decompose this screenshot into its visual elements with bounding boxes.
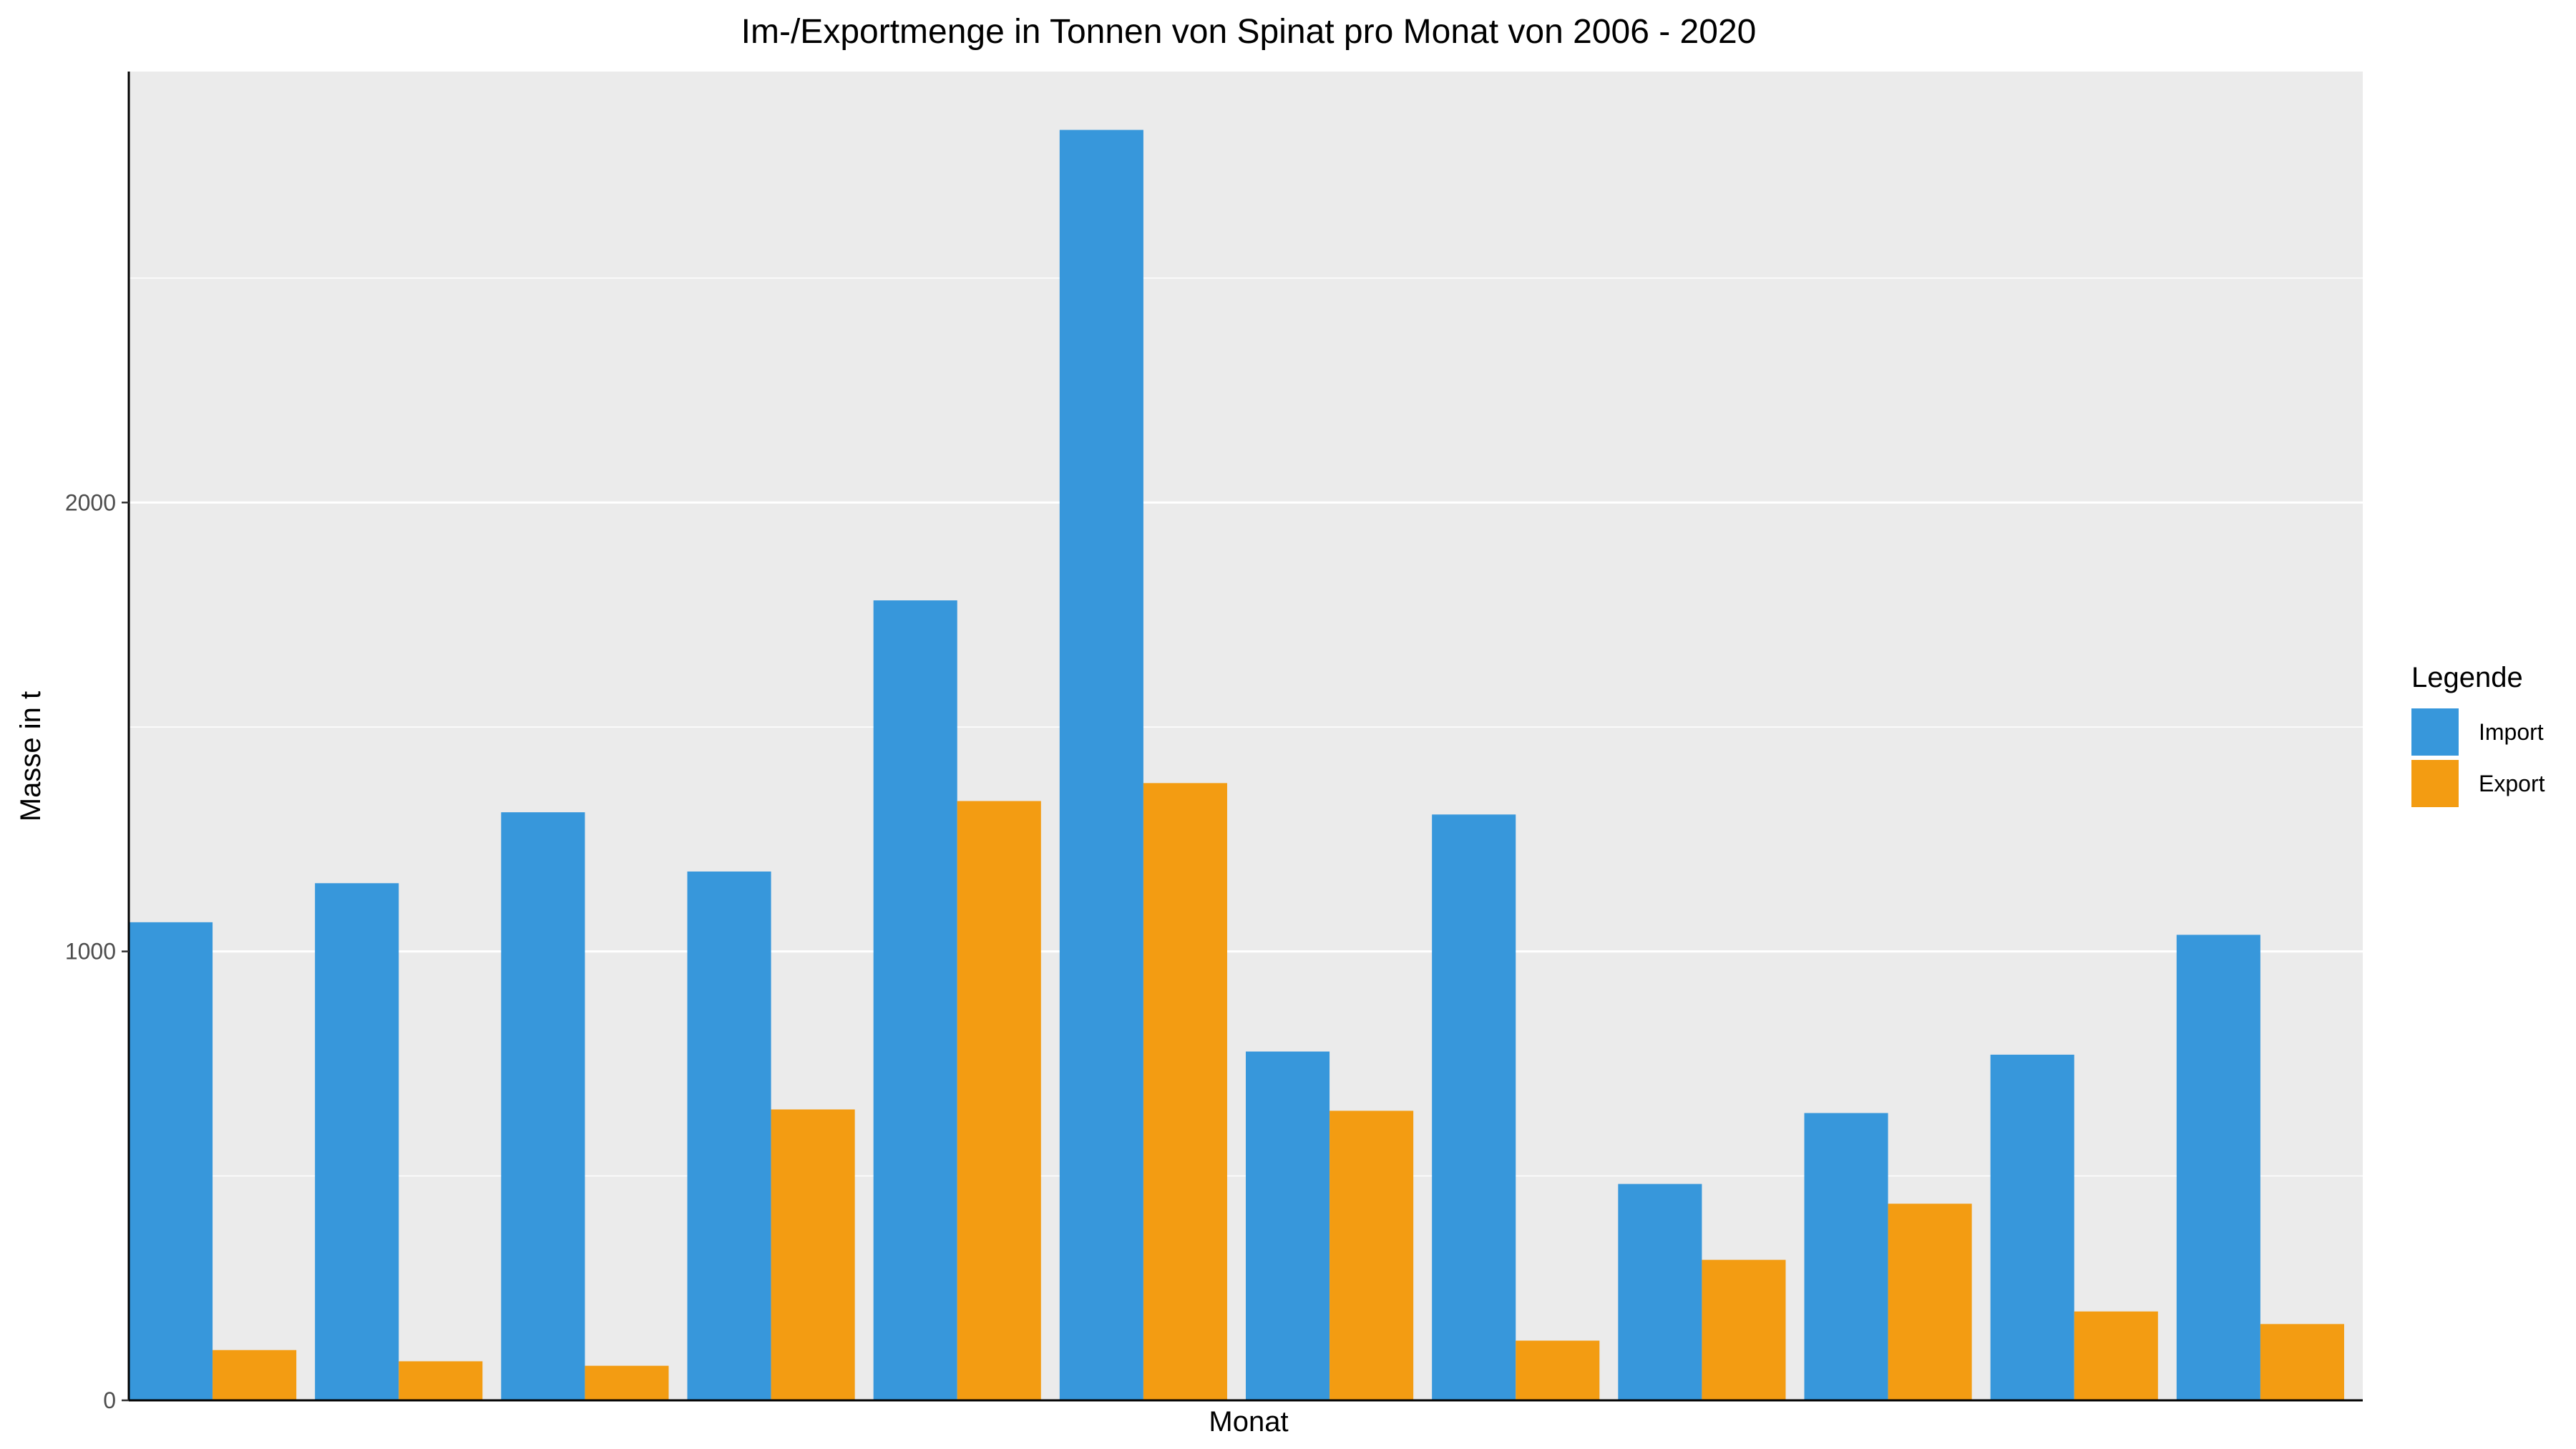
bar-import-3 (501, 812, 585, 1400)
y-tick-label: 0 (103, 1387, 116, 1413)
bar-export-2 (399, 1361, 483, 1400)
bar-export-6 (1143, 783, 1227, 1400)
bar-import-7 (1246, 1051, 1330, 1400)
legend-label-import: Import (2479, 719, 2544, 745)
legend: Legende Import Export (2411, 662, 2545, 807)
bar-export-7 (1330, 1111, 1414, 1400)
legend-key-export (2411, 760, 2459, 807)
bar-import-9 (1618, 1184, 1702, 1400)
bar-export-4 (771, 1109, 855, 1400)
bars (129, 130, 2344, 1401)
bar-import-11 (1990, 1054, 2074, 1400)
legend-key-import (2411, 708, 2459, 756)
legend-label-export: Export (2479, 771, 2545, 796)
bar-export-5 (957, 801, 1041, 1400)
y-tick-label: 2000 (65, 489, 116, 515)
bar-export-8 (1516, 1340, 1600, 1400)
bar-import-5 (873, 600, 957, 1400)
bar-import-1 (129, 922, 213, 1400)
y-axis-title: Masse in t (15, 691, 47, 821)
legend-title: Legende (2411, 662, 2523, 693)
bar-export-1 (213, 1350, 297, 1400)
x-axis-title: Monat (1209, 1406, 1288, 1438)
bar-import-2 (315, 883, 399, 1400)
bar-export-12 (2260, 1324, 2344, 1400)
bar-export-10 (1888, 1204, 1972, 1400)
bar-import-8 (1432, 814, 1516, 1400)
bar-import-4 (687, 871, 771, 1400)
bar-export-9 (1702, 1259, 1786, 1400)
chart-title: Im-/Exportmenge in Tonnen von Spinat pro… (741, 13, 1757, 51)
bar-export-11 (2074, 1311, 2158, 1400)
bar-import-12 (2176, 935, 2260, 1400)
y-axis-ticks: 0 1000 2000 (65, 489, 129, 1413)
bar-import-10 (1804, 1113, 1888, 1400)
y-tick-label: 1000 (65, 939, 116, 965)
bar-export-3 (585, 1365, 669, 1400)
bar-import-6 (1059, 130, 1143, 1401)
